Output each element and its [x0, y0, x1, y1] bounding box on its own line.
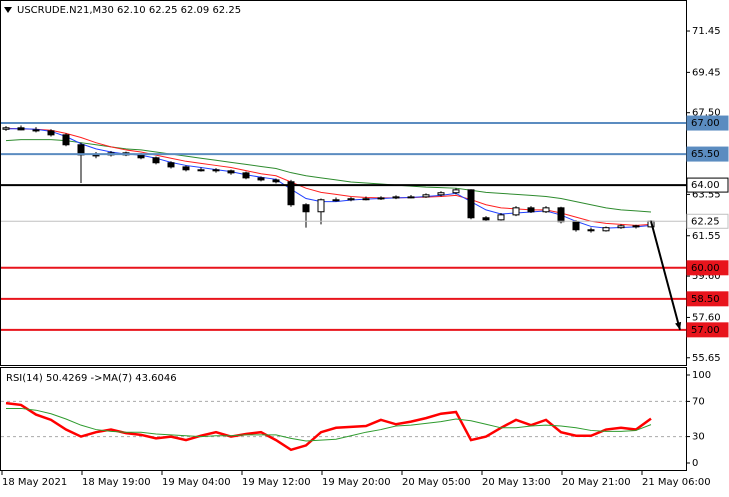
candle-body — [347, 198, 355, 201]
y-tick-label: 57.60 — [692, 312, 721, 323]
level-box — [686, 291, 729, 307]
candle-body — [332, 199, 340, 202]
candle-body — [227, 170, 235, 174]
rsi-title: RSI(14) 50.4269 ->MA(7) 43.6046 — [6, 373, 177, 384]
candle-body — [212, 169, 220, 172]
level-label: 64.00 — [691, 180, 720, 191]
price-panel — [0, 0, 687, 366]
candle-body — [62, 134, 70, 146]
candle-body — [362, 198, 370, 201]
level-box — [686, 146, 729, 162]
candle-body — [467, 189, 475, 219]
candle-body — [422, 194, 430, 198]
y-tick-label: 59.60 — [692, 271, 721, 282]
candle-body — [287, 181, 295, 206]
candle-body — [317, 199, 325, 213]
level-label: 60.00 — [691, 263, 720, 274]
level-label: 58.50 — [691, 294, 720, 305]
y-tick-label: 71.45 — [692, 26, 721, 37]
candle-body — [47, 130, 55, 136]
y-tick-label: 67.50 — [692, 108, 721, 119]
candle-body — [407, 196, 415, 199]
candle-body — [2, 127, 10, 130]
level-label: 67.00 — [691, 118, 720, 129]
level-box — [686, 115, 729, 131]
forecast-arrow — [650, 221, 681, 331]
level-box — [686, 213, 729, 229]
level-label: 65.50 — [691, 149, 720, 160]
x-tick-label: 19 May 12:00 — [242, 477, 311, 488]
x-tick-label: 20 May 13:00 — [482, 477, 551, 488]
x-tick-label: 19 May 04:00 — [162, 477, 231, 488]
candle-body — [152, 157, 160, 164]
candle-body — [572, 221, 580, 231]
y-tick-label: 0 — [692, 458, 698, 469]
level-box — [686, 260, 729, 276]
candle-body — [182, 166, 190, 171]
candle-body — [542, 207, 550, 213]
candle-body — [617, 225, 625, 229]
level-box — [686, 322, 729, 338]
candle-body — [17, 127, 25, 131]
candle-body — [137, 154, 145, 159]
x-tick-label: 19 May 20:00 — [322, 477, 391, 488]
candle-body — [587, 229, 595, 232]
candle-body — [242, 172, 250, 179]
candle-body — [197, 169, 205, 172]
level-box — [686, 177, 729, 193]
y-tick-label: 69.45 — [692, 67, 721, 78]
candle-body — [272, 179, 280, 183]
candle-body — [602, 227, 610, 232]
candle-body — [302, 204, 310, 213]
candle-body — [32, 129, 40, 132]
candle-body — [452, 189, 460, 194]
chart-title: USCRUDE.N21,M30 62.10 62.25 62.09 62.25 — [17, 5, 241, 16]
candle-body — [557, 207, 565, 223]
candle-body — [167, 162, 175, 168]
x-tick-label: 20 May 21:00 — [562, 477, 631, 488]
candle-body — [257, 177, 265, 181]
y-tick-label: 63.55 — [692, 189, 721, 200]
candle-body — [632, 225, 640, 228]
y-tick-label: 100 — [692, 370, 711, 381]
y-tick-label: 61.55 — [692, 231, 721, 242]
candle-body — [497, 214, 505, 221]
x-tick-label: 21 May 06:00 — [642, 477, 711, 488]
x-tick-label: 20 May 05:00 — [402, 477, 471, 488]
rsi-ma-line — [6, 407, 652, 442]
y-tick-label: 55.65 — [692, 353, 721, 364]
candle-body — [392, 196, 400, 199]
candle-body — [512, 207, 520, 216]
candle-body — [377, 197, 385, 200]
rsi-line — [5, 401, 652, 452]
x-tick-label: 18 May 2021 — [2, 477, 67, 488]
y-tick-label: 30 — [692, 432, 705, 443]
collapse-icon[interactable] — [4, 7, 12, 13]
candle-body — [527, 207, 535, 213]
rsi-panel — [0, 367, 687, 471]
candle-body — [437, 192, 445, 196]
level-label: 62.25 — [691, 216, 720, 227]
x-tick-label: 18 May 19:00 — [82, 477, 151, 488]
y-tick-label: 70 — [692, 396, 705, 407]
level-label: 57.00 — [691, 325, 720, 336]
candle-body — [482, 217, 490, 221]
forecast-arrowhead — [675, 321, 682, 330]
